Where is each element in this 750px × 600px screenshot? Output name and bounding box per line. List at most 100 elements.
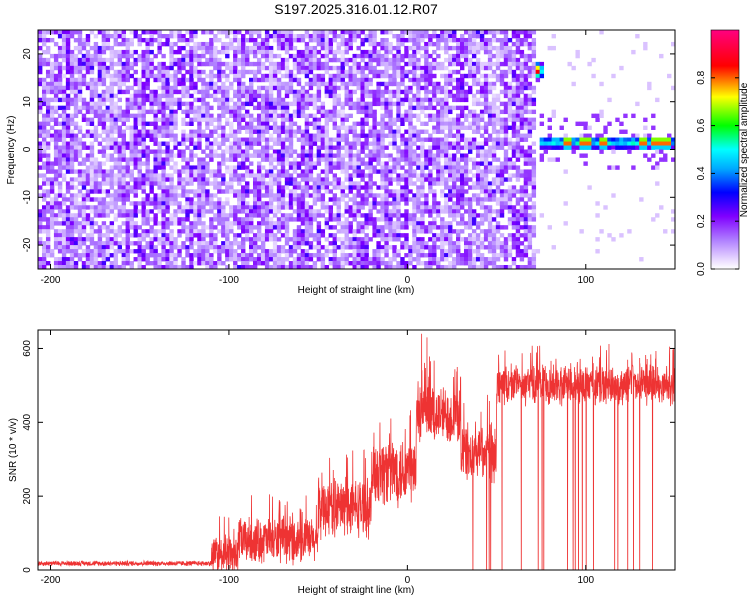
heatmap-cell bbox=[396, 173, 401, 178]
heatmap-cell bbox=[45, 181, 51, 186]
heatmap-cell bbox=[428, 177, 433, 182]
heatmap-cell bbox=[109, 105, 115, 111]
heatmap-cell bbox=[245, 53, 250, 59]
heatmap-cell bbox=[217, 253, 222, 258]
heatmap-cell bbox=[225, 265, 230, 269]
heatmap-cell bbox=[217, 217, 222, 222]
heatmap-cell bbox=[89, 93, 95, 99]
heatmap-cell bbox=[360, 121, 365, 126]
heatmap-cell bbox=[105, 137, 111, 142]
heatmap-cell bbox=[125, 125, 130, 130]
heatmap-cell bbox=[121, 193, 126, 198]
heatmap-cell bbox=[137, 113, 142, 119]
heatmap-cell bbox=[161, 81, 166, 87]
heatmap-cell bbox=[372, 97, 377, 103]
heatmap-cell bbox=[328, 257, 334, 262]
heatmap-cell bbox=[77, 173, 83, 178]
heatmap-cell bbox=[308, 77, 314, 83]
heatmap-cell bbox=[249, 257, 254, 262]
heatmap-cell bbox=[137, 137, 142, 142]
heatmap-cell bbox=[193, 57, 198, 63]
heatmap-cell bbox=[284, 149, 290, 154]
heatmap-cell bbox=[57, 261, 63, 266]
heatmap-cell bbox=[205, 105, 210, 111]
heatmap-cell bbox=[356, 161, 361, 166]
heatmap-cell bbox=[364, 181, 369, 186]
heatmap-cell bbox=[420, 165, 425, 170]
heatmap-cell bbox=[41, 97, 47, 103]
heatmap-cell bbox=[448, 205, 453, 210]
heatmap-cell bbox=[237, 73, 242, 79]
heatmap-cell bbox=[177, 205, 182, 210]
heatmap-cell bbox=[320, 253, 326, 258]
heatmap-cell bbox=[396, 225, 401, 230]
heatmap-cell bbox=[245, 217, 250, 222]
heatmap-cell bbox=[41, 41, 47, 47]
heatmap-cell bbox=[69, 213, 75, 218]
heatmap-cell bbox=[197, 177, 202, 182]
heatmap-cell bbox=[189, 117, 194, 123]
heatmap-cell bbox=[177, 101, 182, 107]
heatmap-cell bbox=[173, 237, 178, 242]
heatmap-cell bbox=[368, 49, 373, 55]
heatmap-cell bbox=[57, 30, 63, 35]
heatmap-cell bbox=[197, 169, 202, 174]
heatmap-cell bbox=[344, 233, 349, 238]
heatmap-cell bbox=[348, 65, 353, 71]
heatmap-cell bbox=[384, 61, 389, 67]
heatmap-cell bbox=[460, 229, 465, 234]
heatmap-cell bbox=[121, 257, 126, 262]
heatmap-cell bbox=[364, 93, 369, 99]
heatmap-cell bbox=[229, 85, 234, 91]
heatmap-cell bbox=[420, 237, 425, 242]
heatmap-cell bbox=[467, 37, 473, 43]
heatmap-cell bbox=[404, 85, 409, 91]
heatmap-cell bbox=[233, 45, 238, 51]
heatmap-cell bbox=[308, 153, 314, 158]
heatmap-cell bbox=[109, 265, 115, 269]
heatmap-cell bbox=[456, 257, 461, 262]
heatmap-cell bbox=[169, 105, 174, 111]
heatmap-cell bbox=[217, 249, 222, 254]
heatmap-cell bbox=[324, 133, 330, 138]
heatmap-cell bbox=[53, 197, 59, 202]
heatmap-cell bbox=[201, 229, 206, 234]
heatmap-cell bbox=[420, 30, 425, 35]
heatmap-cell bbox=[316, 161, 322, 166]
heatmap-cell bbox=[264, 109, 270, 115]
heatmap-cell bbox=[448, 30, 453, 35]
heatmap-cell bbox=[336, 177, 341, 182]
heatmap-cell bbox=[280, 165, 286, 170]
heatmap-cell bbox=[404, 245, 409, 250]
heatmap-cell bbox=[312, 53, 318, 59]
heatmap-cell bbox=[340, 49, 345, 55]
heatmap-cell bbox=[284, 257, 290, 262]
heatmap-cell bbox=[141, 173, 146, 178]
heatmap-cell bbox=[213, 217, 218, 222]
heatmap-cell bbox=[360, 73, 365, 79]
heatmap-cell bbox=[217, 245, 222, 250]
heatmap-cell bbox=[440, 265, 445, 269]
heatmap-cell bbox=[348, 33, 353, 39]
heatmap-cell bbox=[233, 57, 238, 63]
heatmap-cell bbox=[456, 133, 461, 138]
heatmap-cell bbox=[308, 137, 314, 142]
heatmap-cell bbox=[177, 229, 182, 234]
heatmap-cell bbox=[185, 225, 190, 230]
heatmap-cell bbox=[296, 245, 302, 250]
heatmap-cell bbox=[69, 161, 75, 166]
heatmap-cell bbox=[380, 165, 385, 170]
heatmap-cell bbox=[320, 45, 326, 51]
heatmap-cell bbox=[475, 173, 481, 178]
heatmap-cell bbox=[137, 89, 142, 95]
heatmap-cell bbox=[328, 205, 334, 210]
heatmap-cell bbox=[229, 141, 234, 146]
heatmap-cell bbox=[233, 265, 238, 269]
heatmap-cell bbox=[125, 105, 130, 111]
heatmap-cell bbox=[189, 221, 194, 226]
heatmap-cell bbox=[193, 89, 198, 95]
heatmap-cell bbox=[424, 241, 429, 246]
heatmap-cell bbox=[201, 185, 206, 190]
heatmap-cell bbox=[89, 161, 95, 166]
heatmap-cell bbox=[161, 105, 166, 111]
